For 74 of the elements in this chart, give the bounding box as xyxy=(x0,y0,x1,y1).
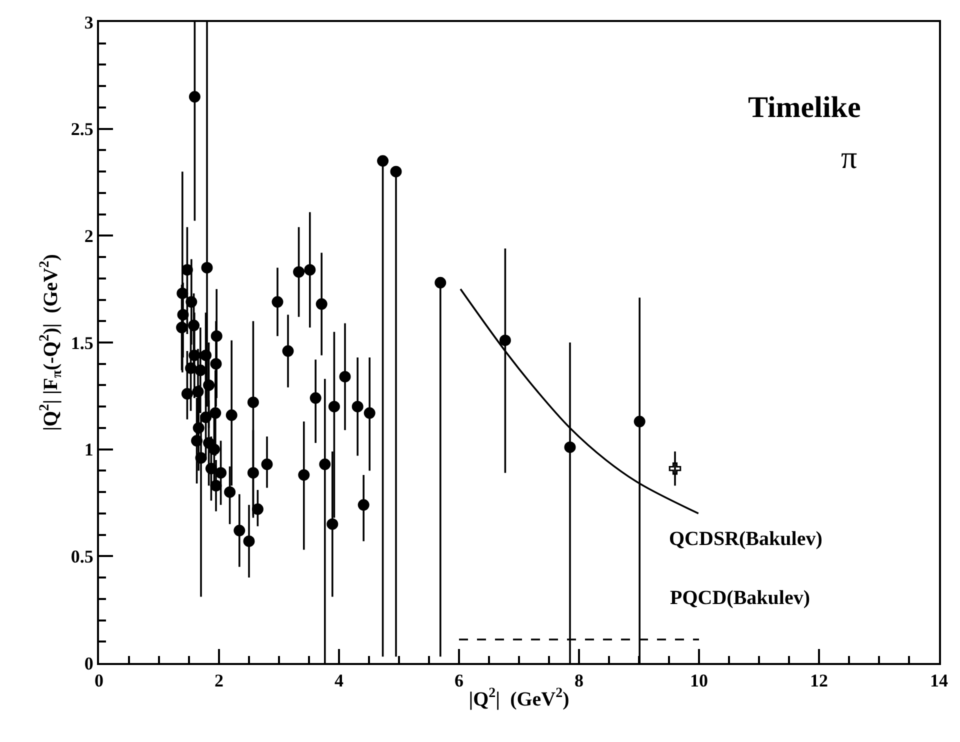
x-tick-label: 14 xyxy=(930,670,948,691)
point xyxy=(188,91,200,103)
point xyxy=(298,469,310,481)
point xyxy=(186,296,198,308)
point xyxy=(210,480,222,492)
point xyxy=(634,416,646,428)
point xyxy=(181,264,193,276)
series-label: PQCD(Bakulev) xyxy=(670,587,810,609)
point xyxy=(364,407,376,419)
point xyxy=(188,320,200,332)
point xyxy=(188,350,200,362)
point xyxy=(499,334,511,346)
point xyxy=(434,276,446,288)
point xyxy=(390,166,402,178)
point xyxy=(272,296,284,308)
point xyxy=(226,409,238,421)
point xyxy=(377,155,389,167)
y-tick-label: 0 xyxy=(84,653,94,674)
point xyxy=(177,308,189,320)
point xyxy=(176,322,188,334)
x-tick-label: 2 xyxy=(214,670,224,691)
point xyxy=(304,264,316,276)
point xyxy=(200,412,212,424)
point xyxy=(668,462,682,475)
point xyxy=(326,518,338,530)
point xyxy=(195,452,207,464)
x-axis-title: |Q$^{2}$| (GeV$^{2}$) xyxy=(468,686,570,711)
point xyxy=(208,444,220,456)
point xyxy=(243,535,255,547)
point xyxy=(210,330,222,342)
annotation: π xyxy=(841,139,858,175)
point xyxy=(310,392,322,404)
point xyxy=(247,396,259,408)
point xyxy=(252,503,264,515)
point xyxy=(192,386,204,398)
point xyxy=(224,486,236,498)
point xyxy=(176,288,188,300)
point xyxy=(203,379,215,391)
point xyxy=(234,524,246,536)
y-tick-label: 3 xyxy=(84,12,94,32)
x-tick-label: 6 xyxy=(454,670,464,691)
y-tick-label: 1.5 xyxy=(70,332,94,353)
x-tick-label: 8 xyxy=(574,670,584,691)
point xyxy=(247,467,259,479)
point xyxy=(185,362,197,374)
point xyxy=(191,435,203,447)
point xyxy=(328,400,340,412)
y-tick-label: 2.5 xyxy=(70,119,94,140)
point xyxy=(201,262,213,274)
point xyxy=(316,298,328,310)
x-tick-label: 4 xyxy=(334,670,344,691)
point xyxy=(210,407,222,419)
x-tick-label: 12 xyxy=(810,670,828,691)
point xyxy=(339,370,351,382)
point xyxy=(358,499,370,511)
y-tick-label: 1 xyxy=(84,440,94,460)
y-tick-label: 2 xyxy=(84,226,94,246)
x-tick-label: 10 xyxy=(690,670,708,691)
point xyxy=(293,266,305,278)
point xyxy=(352,400,364,412)
point xyxy=(192,422,204,434)
point xyxy=(215,467,227,479)
point xyxy=(261,458,273,470)
point xyxy=(205,462,217,474)
series-label: QCDSR(Bakulev) xyxy=(669,528,822,550)
point xyxy=(564,441,576,453)
annotation: Timelike xyxy=(748,91,861,124)
point xyxy=(282,345,294,357)
point xyxy=(181,388,193,400)
point xyxy=(319,458,331,470)
point xyxy=(194,364,206,376)
point xyxy=(210,358,222,370)
y-tick-label: 0.5 xyxy=(70,546,94,566)
point xyxy=(200,350,212,362)
